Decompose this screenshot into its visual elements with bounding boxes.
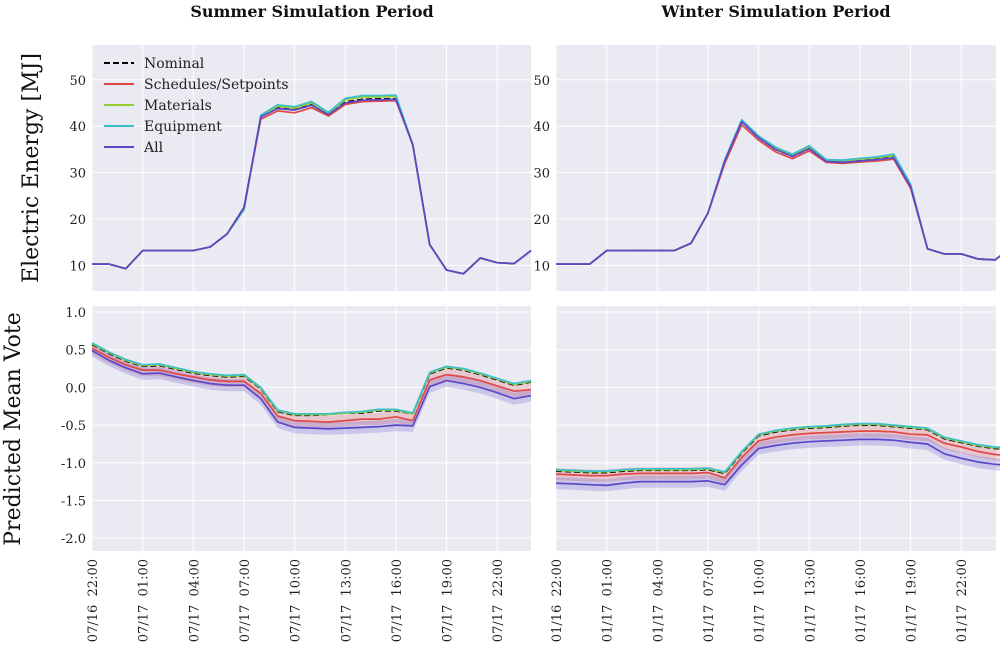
- series-schedules-setpoints: [91, 347, 532, 423]
- legend-label: Nominal: [144, 56, 205, 72]
- ytick-label: -0.5: [61, 419, 86, 434]
- ytick-label: 30: [533, 167, 550, 182]
- legend-label: All: [143, 140, 164, 156]
- xtick-label: 07/17 13:00: [339, 559, 354, 642]
- ytick-label: -1.0: [61, 457, 86, 472]
- xtick-label: 07/17 07:00: [238, 559, 253, 642]
- panel-winter-energy: 10 20 30 40 50: [533, 45, 1000, 291]
- ytick-label: -1.5: [61, 494, 86, 509]
- xtick-label: 01/17 10:00: [753, 559, 768, 642]
- xtick-label: 07/17 04:00: [187, 559, 202, 642]
- xtick-label: 01/17 22:00: [955, 559, 970, 642]
- legend: Nominal Schedules/Setpoints Materials Equip…: [104, 56, 289, 156]
- panel-summer-energy: 10 20 30 40 50: [69, 45, 532, 291]
- series-all: [555, 438, 1000, 487]
- xtick-label: 01/17 13:00: [803, 559, 818, 642]
- band-all: [556, 433, 1000, 492]
- xtick-label: 01/17 07:00: [702, 559, 717, 642]
- series-all: [91, 349, 532, 430]
- ytick-label: 50: [533, 74, 550, 89]
- ytick-label: 40: [69, 120, 86, 135]
- panel-summer-pmv: 1.0 0.5 0.0 -0.5 -1.0 -1.5 -2.007/16 22:00 07/1…: [61, 306, 532, 642]
- series-equipment: [555, 422, 1000, 473]
- ytick-label: 20: [69, 213, 86, 228]
- ytick-label: 10: [533, 259, 550, 274]
- ytick-label: 50: [69, 74, 86, 89]
- xtick-label: 01/17 01:00: [601, 559, 616, 642]
- pmv-ylabel: Predicted Mean Vote: [1, 312, 26, 546]
- xtick-label: 07/17 22:00: [491, 559, 506, 642]
- series-all: [556, 120, 1000, 265]
- ytick-label: 0.0: [65, 381, 86, 396]
- ytick-label: 20: [533, 213, 550, 228]
- xtick-label: 01/17 16:00: [854, 559, 869, 642]
- xtick-label: 07/17 10:00: [289, 559, 304, 642]
- legend-item: Materials: [104, 98, 212, 114]
- legend-label: Materials: [144, 98, 212, 114]
- ytick-label: 30: [69, 167, 86, 182]
- ytick-label: 10: [69, 259, 86, 274]
- xtick-label: 07/17 16:00: [390, 559, 405, 642]
- legend-item: Nominal: [104, 56, 205, 72]
- ytick-label: 40: [533, 120, 550, 135]
- xtick-label: 01/17 04:00: [651, 559, 666, 642]
- xtick-label: 01/17 19:00: [905, 559, 920, 642]
- series-equipment: [91, 342, 532, 415]
- panel-winter-pmv: 01/16 22:00 01/17 01:00 01/17 04:00 01/17 0…: [550, 306, 1000, 642]
- xtick-label: 07/17 19:00: [441, 559, 456, 642]
- ytick-label: 0.5: [65, 344, 86, 359]
- legend-label: Schedules/Setpoints: [144, 77, 289, 93]
- band-all: [92, 344, 531, 435]
- xtick-label: 07/16 22:00: [86, 559, 101, 642]
- ytick-label: -2.0: [61, 532, 86, 547]
- xtick-label: 07/17 01:00: [137, 559, 152, 642]
- series-schedules-setpoints: [555, 430, 1000, 479]
- legend-item: Equipment: [104, 119, 222, 135]
- xtick-label: 01/16 22:00: [550, 559, 565, 642]
- summer-title: Summer Simulation Period: [190, 2, 433, 21]
- ytick-label: 1.0: [65, 306, 86, 321]
- series-all: [92, 98, 532, 275]
- legend-item: All: [104, 140, 164, 156]
- legend-label: Equipment: [144, 119, 222, 135]
- energy-ylabel: Electric Energy [MJ]: [19, 53, 44, 283]
- plot-area: [556, 45, 996, 291]
- legend-item: Schedules/Setpoints: [104, 77, 289, 93]
- winter-title: Winter Simulation Period: [660, 2, 890, 21]
